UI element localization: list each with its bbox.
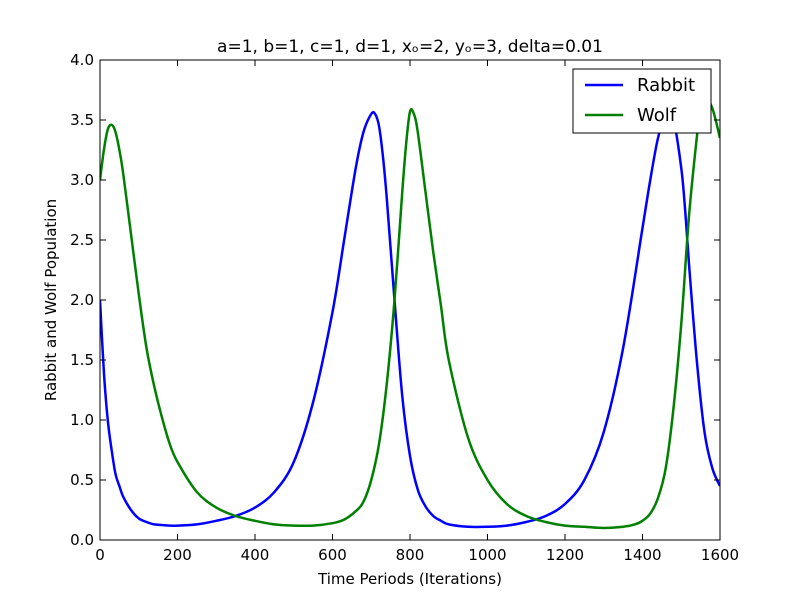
y-tick-label: 0.5 <box>70 471 94 489</box>
y-axis-label: Rabbit and Wolf Population <box>42 199 60 401</box>
x-tick-label: 1400 <box>623 546 661 564</box>
y-tick-label: 1.5 <box>70 351 94 369</box>
x-axis-label: Time Periods (Iterations) <box>317 570 502 588</box>
y-tick-label: 2.5 <box>70 231 94 249</box>
y-tick-label: 2.0 <box>70 291 94 309</box>
chart-title: a=1, b=1, c=1, d=1, xₒ=2, yₒ=3, delta=0.… <box>217 37 603 57</box>
y-axis: 0.0 0.5 1.0 1.5 2.0 2.5 3.0 3.5 4.0 <box>70 51 720 549</box>
y-tick-label: 4.0 <box>70 51 94 69</box>
y-tick-label: 1.0 <box>70 411 94 429</box>
x-tick-label: 600 <box>318 546 347 564</box>
legend-label-wolf: Wolf <box>637 105 677 126</box>
series-line-wolf <box>100 94 720 530</box>
x-tick-label: 400 <box>241 546 270 564</box>
x-tick-label: 1200 <box>546 546 584 564</box>
x-tick-label: 1600 <box>701 546 739 564</box>
x-tick-label: 0 <box>95 546 105 564</box>
series-line-rabbit <box>100 110 720 529</box>
legend-box <box>572 68 712 134</box>
y-tick-label: 0.0 <box>70 531 94 549</box>
y-tick-label: 3.5 <box>70 111 94 129</box>
series-layer <box>100 94 720 530</box>
x-axis: 0 200 400 600 800 1000 1200 1400 1600 <box>95 60 739 564</box>
x-tick-label: 1000 <box>468 546 506 564</box>
x-tick-label: 800 <box>396 546 425 564</box>
legend-label-rabbit: Rabbit <box>637 75 695 96</box>
x-tick-label: 200 <box>163 546 192 564</box>
y-tick-label: 3.0 <box>70 171 94 189</box>
legend: Rabbit Wolf <box>572 68 712 134</box>
